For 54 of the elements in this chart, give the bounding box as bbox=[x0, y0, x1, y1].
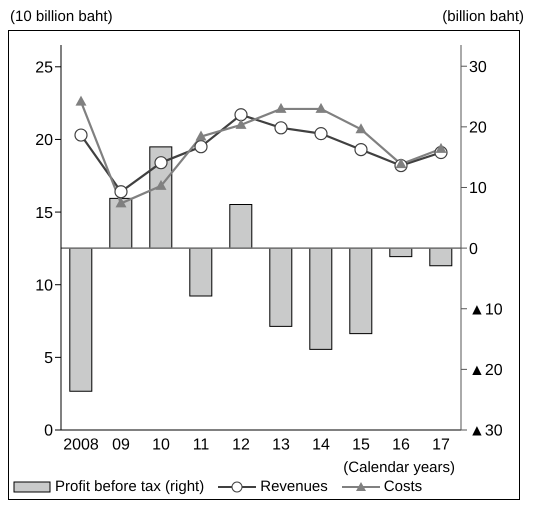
x-tick-label: 10 bbox=[152, 436, 170, 454]
x-axis-title: (Calendar years) bbox=[343, 459, 455, 476]
legend-label: Costs bbox=[384, 478, 422, 495]
point bbox=[76, 96, 86, 106]
point bbox=[436, 142, 446, 153]
point bbox=[274, 121, 288, 134]
y-axis-title: (10 billion baht) bbox=[10, 8, 113, 27]
point bbox=[234, 108, 248, 122]
y2-tick-label: 10 bbox=[469, 180, 487, 198]
x-tick-label: 2008 bbox=[63, 436, 99, 454]
bar bbox=[229, 204, 252, 249]
y2-tick-label: ▲20 bbox=[469, 362, 503, 380]
bar bbox=[429, 248, 452, 266]
point bbox=[236, 118, 246, 129]
y2-axis-title: (billion baht) bbox=[442, 8, 524, 27]
y2-tick-label: 20 bbox=[469, 120, 487, 137]
y2-tick-label: 30 bbox=[469, 58, 487, 76]
bar bbox=[309, 248, 332, 350]
y-tick-label: 20 bbox=[35, 132, 54, 150]
bar bbox=[349, 248, 372, 334]
point bbox=[354, 143, 368, 156]
bar bbox=[189, 248, 212, 297]
y-tick-label: 0 bbox=[44, 422, 54, 440]
legend-label: Profit before tax (right) bbox=[55, 478, 204, 495]
bar bbox=[69, 248, 92, 392]
point bbox=[116, 197, 126, 208]
point bbox=[316, 102, 326, 113]
x-tick-label: 12 bbox=[232, 436, 250, 454]
y-tick-label: 15 bbox=[35, 204, 54, 222]
point bbox=[276, 102, 286, 113]
point bbox=[194, 140, 208, 154]
x-tick-label: 11 bbox=[192, 436, 210, 454]
point bbox=[154, 156, 168, 170]
point bbox=[396, 158, 406, 168]
point bbox=[156, 180, 166, 190]
y-tick-label: 5 bbox=[44, 350, 54, 368]
point bbox=[114, 185, 128, 198]
y2-tick-label: ▲30 bbox=[469, 422, 503, 440]
y2-tick-label: 0 bbox=[469, 240, 478, 258]
y-tick-label: 25 bbox=[35, 59, 54, 76]
y2-tick-label: ▲10 bbox=[469, 301, 503, 318]
y-tick-label: 10 bbox=[35, 277, 54, 294]
point bbox=[314, 127, 328, 140]
x-tick-label: 14 bbox=[312, 436, 330, 454]
bar bbox=[269, 248, 292, 327]
point bbox=[356, 123, 366, 134]
point bbox=[196, 130, 206, 141]
x-tick-label: 13 bbox=[272, 436, 290, 454]
legend-label: Revenues bbox=[260, 478, 328, 495]
x-tick-label: 17 bbox=[432, 436, 450, 454]
x-tick-label: 15 bbox=[352, 436, 370, 454]
bar bbox=[109, 198, 132, 249]
x-tick-label: 16 bbox=[392, 436, 410, 454]
x-tick-label: 09 bbox=[112, 436, 130, 454]
